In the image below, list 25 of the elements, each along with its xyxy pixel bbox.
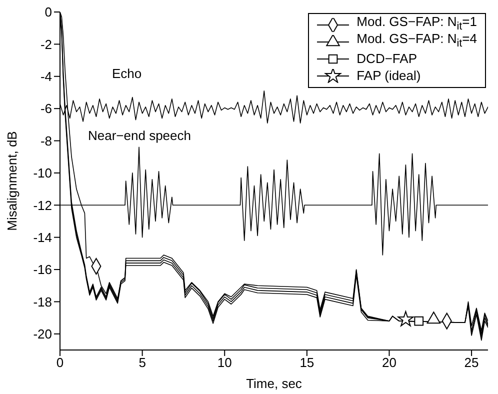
x-tick-label: 10 [217,355,232,370]
y-tick-label: -8 [40,133,52,148]
y-tick-label: 0 [44,4,52,20]
y-tick-label: -14 [33,230,52,245]
legend-label: Mod. GS−FAP: N$_{it}$=4 [356,31,477,52]
x-tick-label: 20 [382,355,396,370]
x-tick-label: 5 [138,355,146,370]
y-axis-title: Misalignment, dB [4,131,20,231]
annotation: Near−end speech [88,128,191,143]
legend-label: Mod. GS−FAP: N$_{it}$=1 [356,14,477,33]
legend-label: DCD−FAP [356,50,417,66]
y-tick-label: -6 [40,101,52,116]
y-tick-label: -4 [40,68,52,84]
annotation: Echo [112,66,142,81]
x-tick-label: 0 [56,355,64,370]
x-tick-label: 25 [464,355,479,370]
y-tick-label: -10 [33,166,52,181]
y-tick-label: -16 [33,262,52,278]
x-axis-title: Time, sec [246,376,302,391]
y-tick-label: -20 [33,326,52,342]
y-tick-label: -2 [40,36,52,52]
y-tick-label: -12 [33,198,52,213]
legend-label: FAP (ideal) [356,68,421,84]
y-tick-label: -18 [33,294,52,310]
x-tick-label: 15 [300,355,314,370]
